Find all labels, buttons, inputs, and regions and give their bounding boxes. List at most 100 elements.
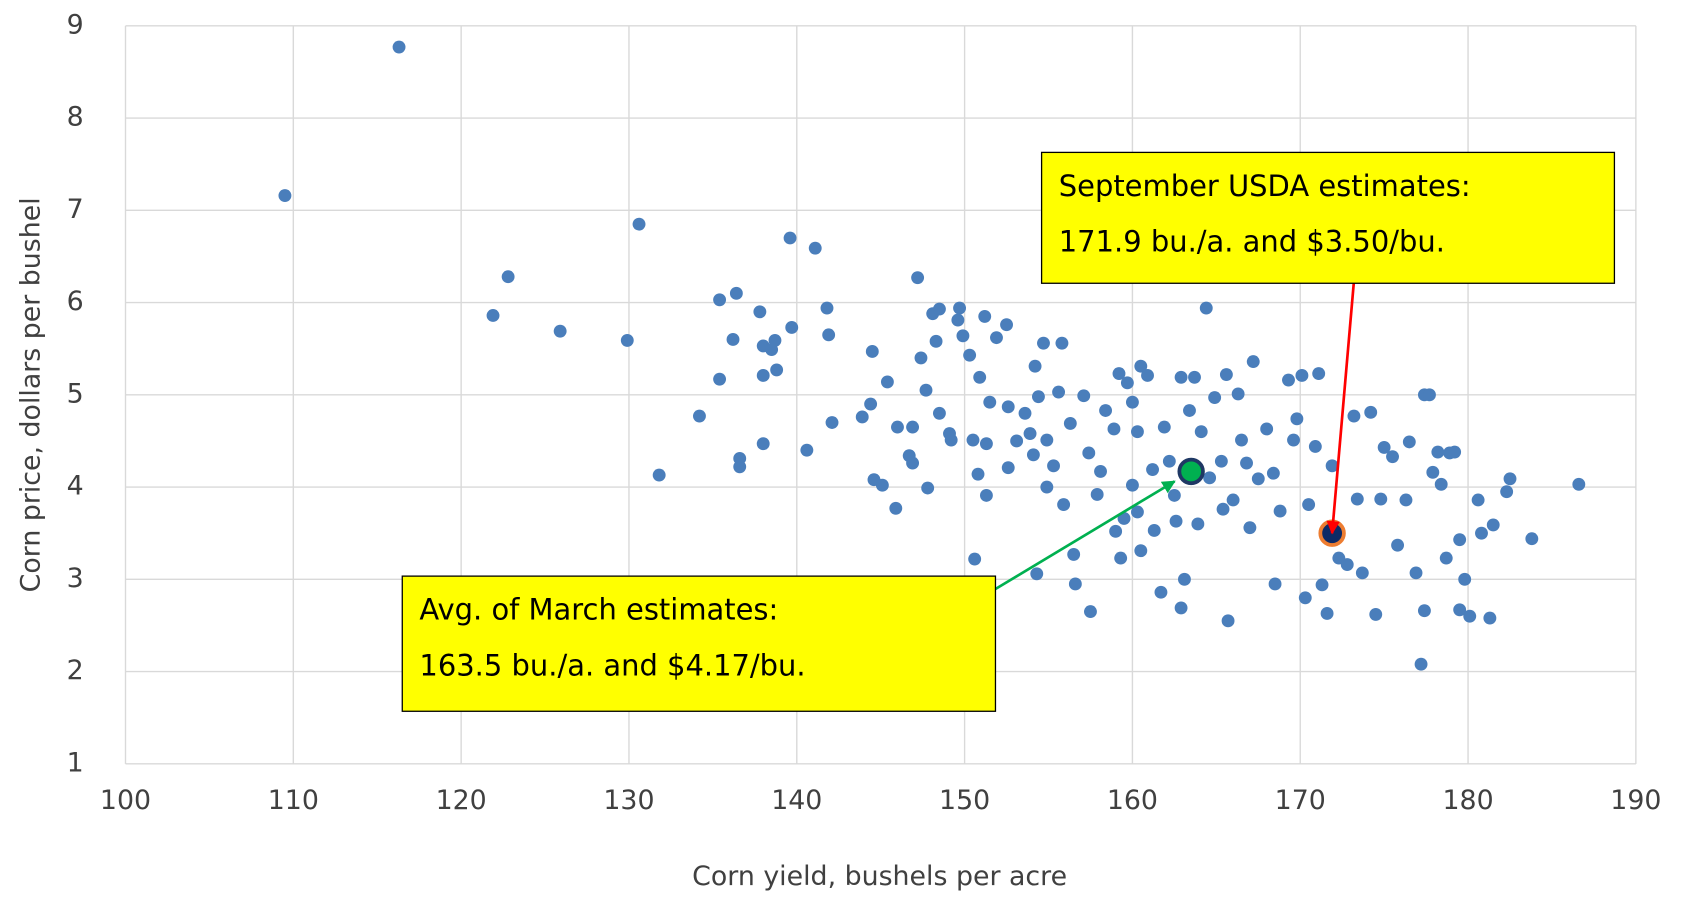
- data-point: [1167, 488, 1181, 502]
- data-point: [1458, 572, 1472, 586]
- data-point: [921, 481, 935, 495]
- data-point: [889, 501, 903, 515]
- data-point: [1453, 533, 1467, 547]
- data-point: [733, 460, 747, 474]
- data-point: [1194, 425, 1208, 439]
- data-point: [1439, 551, 1453, 565]
- y-tick-label: 8: [67, 102, 84, 133]
- data-point: [1572, 477, 1586, 491]
- data-point: [1094, 464, 1107, 478]
- data-point: [1174, 370, 1188, 384]
- data-point: [1169, 514, 1183, 528]
- y-tick-label: 9: [67, 9, 84, 40]
- y-axis-title: Corn price, dollars per bushel: [16, 197, 47, 592]
- data-point: [1063, 416, 1077, 430]
- data-point: [713, 372, 727, 386]
- data-point: [1188, 370, 1201, 384]
- data-point: [1099, 404, 1113, 417]
- y-tick-label: 6: [67, 286, 84, 317]
- x-tick-label: 100: [100, 785, 151, 816]
- data-point: [1350, 492, 1364, 506]
- data-point: [1423, 388, 1436, 402]
- data-point: [1208, 391, 1222, 405]
- x-tick-label: 190: [1610, 785, 1661, 816]
- data-point: [906, 456, 920, 470]
- annotations: September USDA estimates: 171.9 bu./a. an…: [401, 151, 1616, 712]
- data-point: [1347, 409, 1361, 423]
- annotation-text: 163.5 bu./a. and $4.17/bu.: [419, 648, 805, 682]
- data-point: [1471, 493, 1485, 507]
- data-point: [1219, 368, 1233, 381]
- data-point: [1463, 609, 1477, 623]
- annotation-box: [1040, 151, 1616, 284]
- data-point: [963, 348, 977, 362]
- data-point: [875, 478, 889, 492]
- data-point: [951, 313, 965, 327]
- y-tick-label: 5: [67, 378, 84, 409]
- data-point: [1037, 336, 1050, 350]
- data-point: [820, 301, 834, 315]
- data-point: [1214, 454, 1228, 468]
- data-point: [1340, 558, 1354, 572]
- data-point: [1364, 405, 1378, 419]
- data-point: [632, 217, 646, 231]
- data-point: [1057, 498, 1071, 512]
- data-point: [1120, 376, 1134, 390]
- annotation-arrow: [994, 480, 1176, 591]
- data-point: [1055, 336, 1069, 350]
- data-point: [652, 468, 666, 482]
- data-point: [1503, 472, 1517, 486]
- data-point: [620, 333, 634, 347]
- data-point: [1131, 425, 1144, 439]
- data-point: [1282, 373, 1295, 387]
- data-point: [1162, 454, 1176, 468]
- data-point: [1134, 544, 1148, 558]
- data-point: [1369, 607, 1383, 621]
- data-point: [1154, 585, 1168, 599]
- data-point: [891, 420, 904, 434]
- data-point: [1374, 492, 1388, 506]
- data-point: [486, 309, 500, 322]
- data-point: [1109, 524, 1123, 538]
- y-tick-label: 4: [67, 471, 84, 502]
- y-tick-label: 7: [67, 194, 84, 225]
- data-point: [1191, 517, 1205, 531]
- data-point: [914, 351, 928, 365]
- data-point: [956, 329, 970, 343]
- data-point: [553, 324, 567, 338]
- data-point: [968, 552, 982, 566]
- x-tick-label: 170: [1275, 785, 1326, 816]
- data-point: [501, 270, 515, 284]
- data-point: [932, 302, 946, 316]
- data-point: [855, 410, 869, 424]
- data-point: [1295, 369, 1309, 382]
- data-point: [1221, 614, 1235, 628]
- annotation-box: [401, 575, 997, 712]
- data-point: [971, 467, 985, 481]
- data-point: [978, 309, 992, 323]
- y-tick-label: 3: [67, 563, 84, 594]
- x-tick-label: 120: [436, 785, 487, 816]
- data-point: [1040, 433, 1054, 447]
- data-point: [1067, 547, 1081, 561]
- data-point: [1260, 422, 1274, 436]
- data-point: [864, 397, 878, 411]
- data-point: [1107, 422, 1121, 436]
- data-point: [1047, 459, 1060, 473]
- data-point: [979, 437, 993, 451]
- data-point: [392, 40, 406, 54]
- data-point: [1141, 369, 1154, 382]
- data-point: [1475, 526, 1488, 540]
- data-point: [990, 331, 1003, 345]
- data-point: [1203, 471, 1217, 485]
- data-point: [822, 328, 836, 342]
- data-point: [1018, 406, 1032, 420]
- data-point: [1312, 367, 1326, 381]
- data-point: [1023, 427, 1037, 441]
- data-point: [1290, 412, 1304, 426]
- data-point: [966, 433, 980, 447]
- data-point: [983, 395, 997, 409]
- data-point: [808, 241, 822, 255]
- data-point: [1001, 461, 1015, 475]
- data-point: [278, 189, 292, 202]
